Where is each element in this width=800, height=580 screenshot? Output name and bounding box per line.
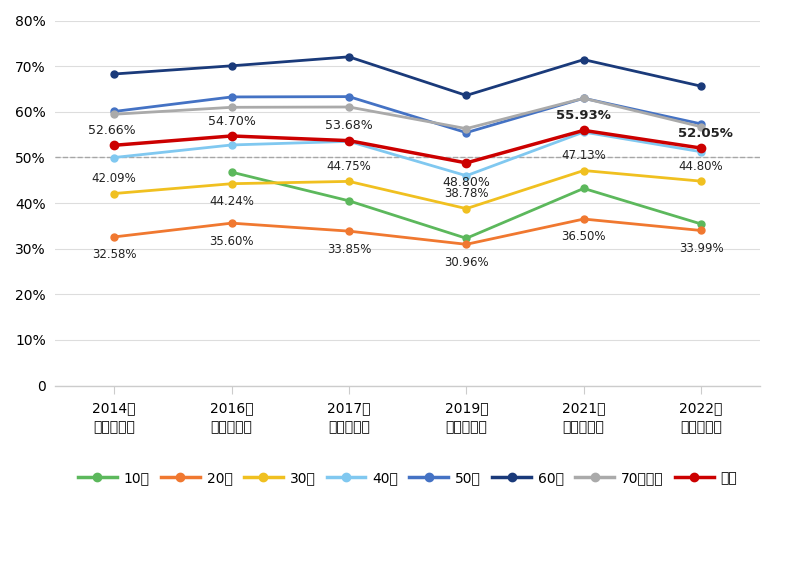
Text: 52.05%: 52.05% <box>678 127 734 140</box>
Text: 54.70%: 54.70% <box>208 115 255 128</box>
Legend: 10代, 20代, 30代, 40代, 50代, 60代, 70代以上, 全体: 10代, 20代, 30代, 40代, 50代, 60代, 70代以上, 全体 <box>73 466 743 491</box>
Text: 35.60%: 35.60% <box>210 234 254 248</box>
Text: 48.80%: 48.80% <box>442 176 490 189</box>
Text: 42.09%: 42.09% <box>92 172 137 185</box>
Text: 52.66%: 52.66% <box>88 124 136 137</box>
Text: 36.50%: 36.50% <box>562 230 606 244</box>
Text: 55.93%: 55.93% <box>556 109 611 122</box>
Text: 32.58%: 32.58% <box>92 248 137 262</box>
Text: 44.75%: 44.75% <box>326 160 371 173</box>
Text: 44.80%: 44.80% <box>678 160 723 173</box>
Text: 38.78%: 38.78% <box>444 187 489 201</box>
Text: 53.68%: 53.68% <box>325 119 373 132</box>
Text: 44.24%: 44.24% <box>209 195 254 208</box>
Text: 33.99%: 33.99% <box>678 242 723 255</box>
Text: 30.96%: 30.96% <box>444 256 489 269</box>
Text: 47.13%: 47.13% <box>562 149 606 162</box>
Text: 33.85%: 33.85% <box>326 242 371 256</box>
